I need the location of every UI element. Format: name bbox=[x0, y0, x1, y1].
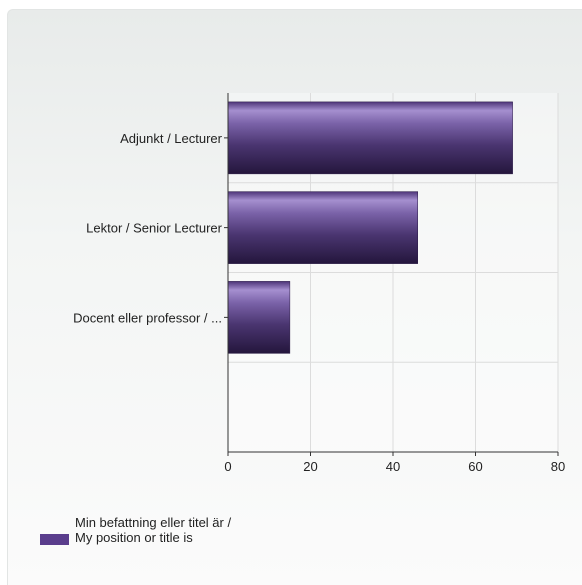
x-tick-label: 20 bbox=[303, 459, 317, 474]
x-tick-label: 80 bbox=[551, 459, 565, 474]
axes-group bbox=[224, 93, 559, 456]
bar bbox=[227, 191, 418, 264]
x-tick-label: 0 bbox=[224, 459, 231, 474]
bar bbox=[227, 281, 291, 354]
bars-group bbox=[227, 101, 513, 354]
legend-swatch bbox=[40, 534, 69, 545]
x-tick-label: 40 bbox=[386, 459, 400, 474]
legend-label: Min befattning eller titel är / My posit… bbox=[75, 515, 232, 545]
bar bbox=[227, 101, 513, 175]
category-label: Lektor / Senior Lecturer bbox=[86, 221, 223, 236]
legend: Min befattning eller titel är / My posit… bbox=[40, 515, 250, 565]
category-label: Docent eller professor / ... bbox=[73, 310, 222, 325]
category-label: Adjunkt / Lecturer bbox=[120, 131, 223, 146]
x-tick-labels: 0 20 40 60 80 bbox=[224, 459, 565, 474]
category-labels: Adjunkt / Lecturer Lektor / Senior Lectur… bbox=[73, 131, 223, 326]
x-tick-label: 60 bbox=[468, 459, 482, 474]
